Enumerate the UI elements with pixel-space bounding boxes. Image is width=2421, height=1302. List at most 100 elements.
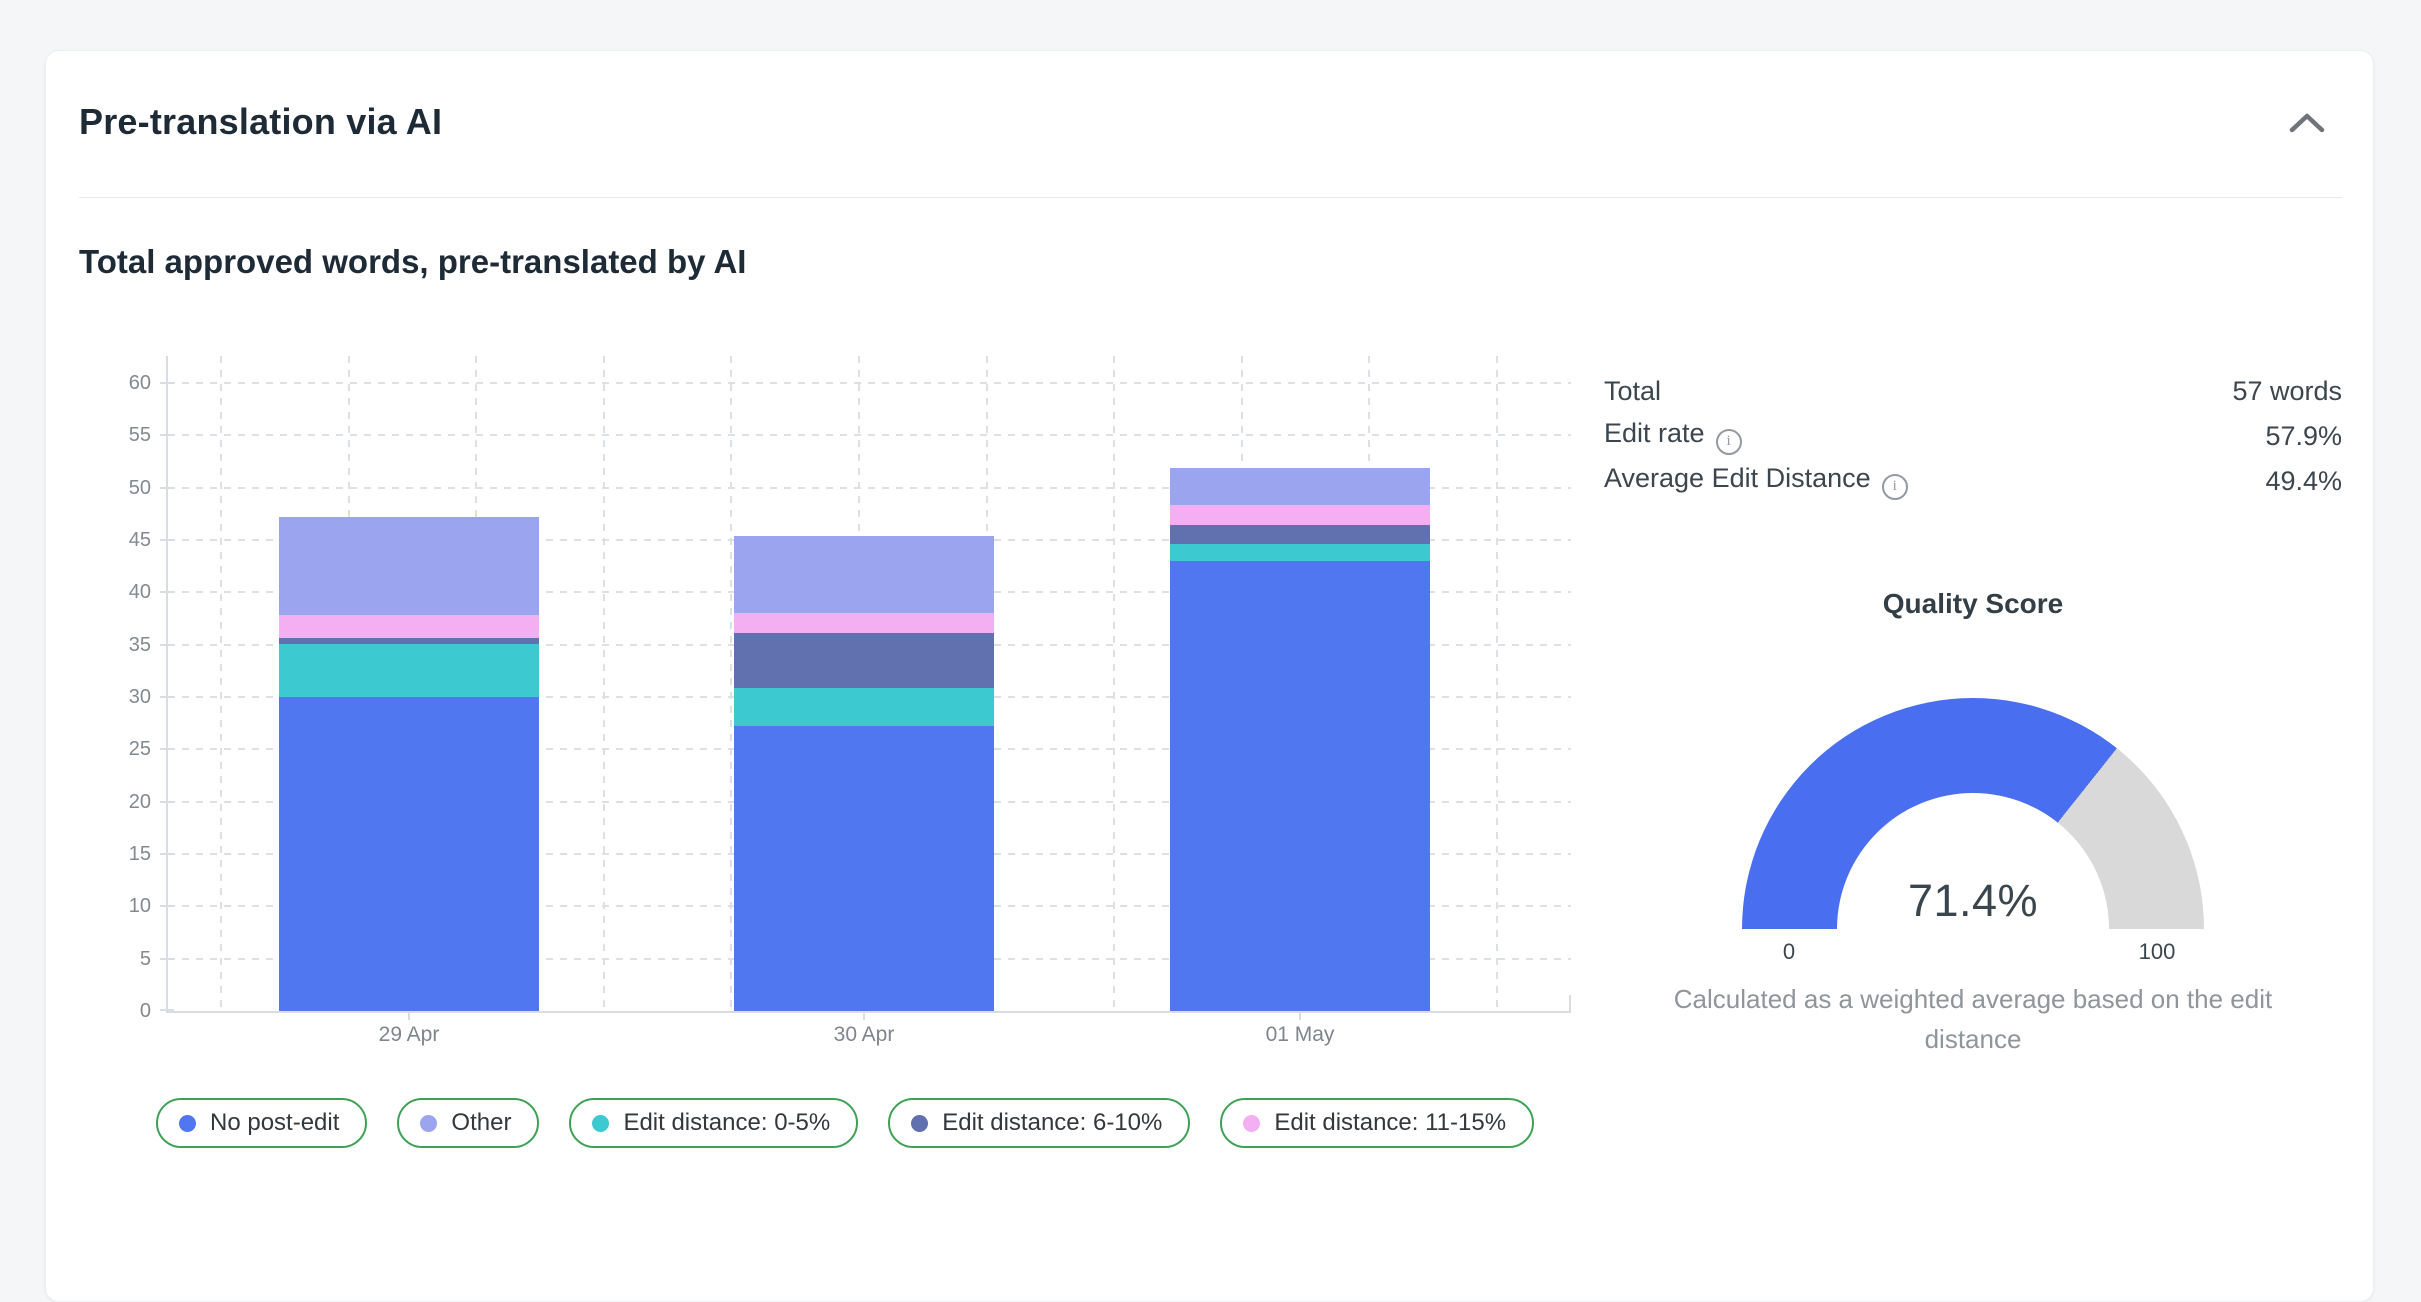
h-gridline xyxy=(168,486,1571,489)
y-axis-tick-label: 60 xyxy=(128,372,151,394)
y-axis-tick-label: 20 xyxy=(128,790,151,813)
legend-color-dot-icon xyxy=(420,1114,438,1132)
stat-value: 49.4% xyxy=(2265,466,2342,496)
page-background: { "card": { "title": "Pre-translation vi… xyxy=(45,50,2374,1302)
y-axis-labels: 0 5 10 15 20 25 30 35 40 45 50 55 60 xyxy=(56,356,151,1022)
y-axis-tick xyxy=(160,1009,174,1011)
bar-segment[interactable] xyxy=(734,687,994,727)
legend-label: Edit distance: 6-10% xyxy=(942,1109,1163,1136)
stat-label: Edit rate i xyxy=(1604,418,1742,455)
legend-color-dot-icon xyxy=(911,1114,929,1132)
x-axis-category-label: 01 May xyxy=(1265,1023,1335,1046)
y-axis-tick xyxy=(160,748,174,751)
y-axis-tick xyxy=(160,486,174,489)
y-axis-tick-label: 45 xyxy=(128,529,151,551)
bar-segment[interactable] xyxy=(1170,505,1430,526)
y-axis-tick-label: 55 xyxy=(128,424,151,447)
legend-item[interactable]: Edit distance: 11-15% xyxy=(1220,1098,1535,1148)
bar-segment[interactable] xyxy=(734,726,994,1011)
stats-list: Total 57 words Edit rate i 57.9% Average Edit… xyxy=(1604,369,2342,504)
y-axis-tick xyxy=(160,591,174,594)
gauge-title: Quality Score xyxy=(1882,588,2064,619)
y-axis-tick-label: 40 xyxy=(128,581,151,604)
stat-value: 57 words xyxy=(2232,376,2342,406)
bar-segment[interactable] xyxy=(279,638,539,644)
stat-label: Average Edit Distance i xyxy=(1604,463,1908,500)
bar-segment[interactable] xyxy=(734,613,994,634)
x-axis-tick xyxy=(408,1011,410,1020)
bar-segment[interactable] xyxy=(1170,560,1430,1011)
pre-translation-card: Pre-translation via AI Total approved wo… xyxy=(45,50,2374,1302)
stat-row: Average Edit Distance i 49.4% xyxy=(1604,459,2342,504)
h-gridline xyxy=(168,434,1571,437)
y-axis-tick-label: 35 xyxy=(128,633,151,656)
legend-item[interactable]: Edit distance: 6-10% xyxy=(888,1098,1191,1148)
legend-label: Edit distance: 11-15% xyxy=(1274,1109,1507,1136)
v-gridline xyxy=(220,356,222,1011)
h-gridline xyxy=(168,382,1571,384)
chevron-up-icon xyxy=(2288,111,2326,140)
collapse-section-button[interactable] xyxy=(2285,109,2329,141)
y-axis-tick xyxy=(160,643,174,646)
bar-segment[interactable] xyxy=(1170,467,1430,506)
bar-segment[interactable] xyxy=(279,643,539,697)
y-axis-tick-label: 0 xyxy=(139,1000,151,1022)
bar-segment[interactable] xyxy=(1170,525,1430,545)
bar-segment[interactable] xyxy=(1170,544,1430,561)
gauge-value: 71.4% xyxy=(1907,875,2039,926)
x-axis-end-tick xyxy=(1569,995,1571,1011)
info-icon[interactable]: i xyxy=(1881,474,1908,500)
y-axis-tick xyxy=(160,434,174,437)
quality-score-gauge: 71.4% xyxy=(1742,698,2204,929)
legend-color-dot-icon xyxy=(1243,1114,1261,1132)
legend-item[interactable]: No post-edit xyxy=(156,1098,368,1148)
x-axis-tick xyxy=(1299,1011,1301,1020)
summary-panel: Total 57 words Edit rate i 57.9% Average Edit… xyxy=(1604,51,2342,1301)
legend-label: Edit distance: 0-5% xyxy=(623,1109,831,1136)
y-axis-tick xyxy=(160,905,174,908)
stat-label: Total xyxy=(1604,376,1662,406)
info-icon[interactable]: i xyxy=(1715,429,1742,455)
legend-color-dot-icon xyxy=(592,1114,610,1132)
y-axis-tick xyxy=(160,382,174,384)
chart-legend: No post-edit Other Edit distance: 0-5% Edit… xyxy=(156,1098,1535,1148)
legend-color-dot-icon xyxy=(179,1114,196,1132)
y-axis-tick-label: 15 xyxy=(128,843,151,865)
title-divider xyxy=(79,197,2342,198)
legend-item[interactable]: Edit distance: 0-5% xyxy=(569,1098,859,1148)
v-gridline xyxy=(730,356,733,1011)
bar-segment[interactable] xyxy=(279,697,539,1011)
x-axis-category-label: 29 Apr xyxy=(378,1023,440,1046)
stat-row: Edit rate i 57.9% xyxy=(1604,414,2342,459)
y-axis-tick xyxy=(160,853,174,855)
y-axis-tick xyxy=(160,957,174,960)
y-axis-tick-label: 10 xyxy=(128,895,151,918)
y-axis-tick-label: 50 xyxy=(128,476,151,499)
stat-value: 57.9% xyxy=(2265,421,2342,451)
y-axis-tick-label: 30 xyxy=(128,686,151,708)
chart-heading: Total approved words, pre-translated by … xyxy=(79,243,747,280)
v-gridline xyxy=(1496,356,1498,1011)
legend-item[interactable]: Other xyxy=(397,1098,540,1148)
y-axis-tick-label: 5 xyxy=(139,947,151,970)
card-title: Pre-translation via AI xyxy=(79,101,443,142)
gauge-max-label: 100 xyxy=(2138,939,2176,964)
y-axis-tick-label: 25 xyxy=(128,738,151,761)
y-axis-tick xyxy=(160,800,174,803)
bar-segment[interactable] xyxy=(734,633,994,688)
y-axis-tick xyxy=(160,539,174,541)
bar-segment[interactable] xyxy=(734,535,994,614)
gauge-caption: Calculated as a weighted average based o… xyxy=(1673,984,2273,1054)
gauge-min-label: 0 xyxy=(1782,939,1796,964)
stat-row: Total 57 words xyxy=(1604,369,2342,414)
bar-chart-plot: 29 Apr 30 Apr 01 May xyxy=(160,356,1571,1046)
v-gridline xyxy=(1113,356,1116,1011)
legend-label: No post-edit xyxy=(210,1109,340,1136)
v-gridline xyxy=(602,356,605,1011)
x-axis-tick xyxy=(863,1011,865,1020)
x-axis-category-label: 30 Apr xyxy=(833,1023,895,1046)
bar-segment[interactable] xyxy=(279,517,539,616)
bar-segment[interactable] xyxy=(279,615,539,639)
y-axis-tick xyxy=(160,696,174,698)
legend-label: Other xyxy=(451,1109,512,1136)
